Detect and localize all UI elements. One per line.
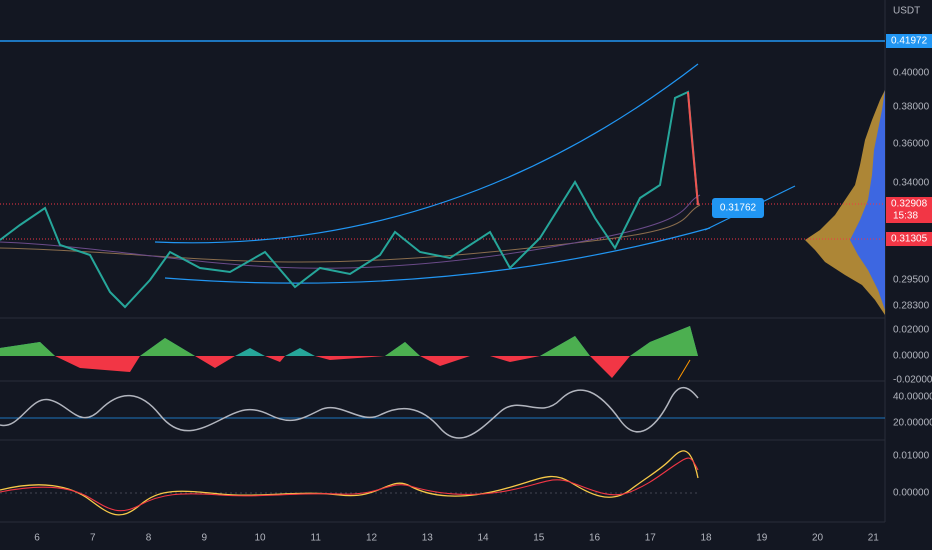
time-tick: 14 (477, 533, 489, 544)
level-tag-label: 0.41972 (891, 36, 928, 47)
time-tick: 13 (422, 533, 434, 544)
time-tick: 12 (366, 533, 378, 544)
pane1-tick: -0.02000 (893, 375, 932, 386)
price-tick: 0.34000 (893, 178, 930, 189)
currency-label: USDT (893, 6, 920, 17)
pane2-tick: 20.00000 (893, 418, 932, 429)
support-tag (886, 232, 932, 246)
time-tick: 7 (90, 533, 96, 544)
volume-profile (805, 90, 885, 315)
time-axis: 6 7 8 9 10 11 12 13 14 15 16 17 18 19 20 21 (34, 533, 879, 544)
pane1-tick: 0.00000 (893, 351, 930, 362)
time-tick: 16 (589, 533, 601, 544)
support-label: 0.31305 (891, 234, 928, 245)
time-tick: 10 (254, 533, 266, 544)
oscillator-histogram (0, 326, 698, 378)
pane1-tick: 0.02000 (893, 325, 930, 336)
last-price-tag (886, 197, 932, 223)
signal-line (0, 457, 699, 512)
time-tick: 9 (201, 533, 207, 544)
time-tick: 21 (868, 533, 880, 544)
pane2-tick: 40.00000 (893, 392, 932, 403)
pane3-tick: 0.00000 (893, 488, 930, 499)
time-tick: 18 (700, 533, 712, 544)
moving-average (0, 194, 701, 269)
time-tick: 19 (756, 533, 768, 544)
price-tick: 0.29500 (893, 275, 930, 286)
price-tick: 0.28300 (893, 301, 930, 312)
countdown-label: 15:38 (893, 211, 918, 222)
price-action (0, 90, 699, 309)
price-tick: 0.40000 (893, 68, 930, 79)
time-tick: 17 (645, 533, 657, 544)
pane3-tick: 0.01000 (893, 451, 930, 462)
channel-upper (154, 63, 699, 244)
oscillator-line (0, 387, 699, 439)
price-tick: 0.36000 (893, 139, 930, 150)
moving-average (0, 204, 701, 263)
signal-line (677, 359, 691, 381)
time-tick: 6 (34, 533, 40, 544)
time-tick: 15 (533, 533, 545, 544)
time-tick: 11 (311, 533, 322, 544)
channel-lower (164, 227, 711, 284)
last-price-label: 0.32908 (891, 199, 928, 210)
level-tag (886, 34, 932, 48)
time-tick: 8 (146, 533, 152, 544)
callout-label: 0.31762 (720, 203, 757, 214)
macd-line (0, 450, 699, 516)
price-action (687, 91, 699, 206)
time-tick: 20 (812, 533, 824, 544)
price-tick: 0.38000 (893, 102, 930, 113)
callout-box (712, 198, 764, 218)
